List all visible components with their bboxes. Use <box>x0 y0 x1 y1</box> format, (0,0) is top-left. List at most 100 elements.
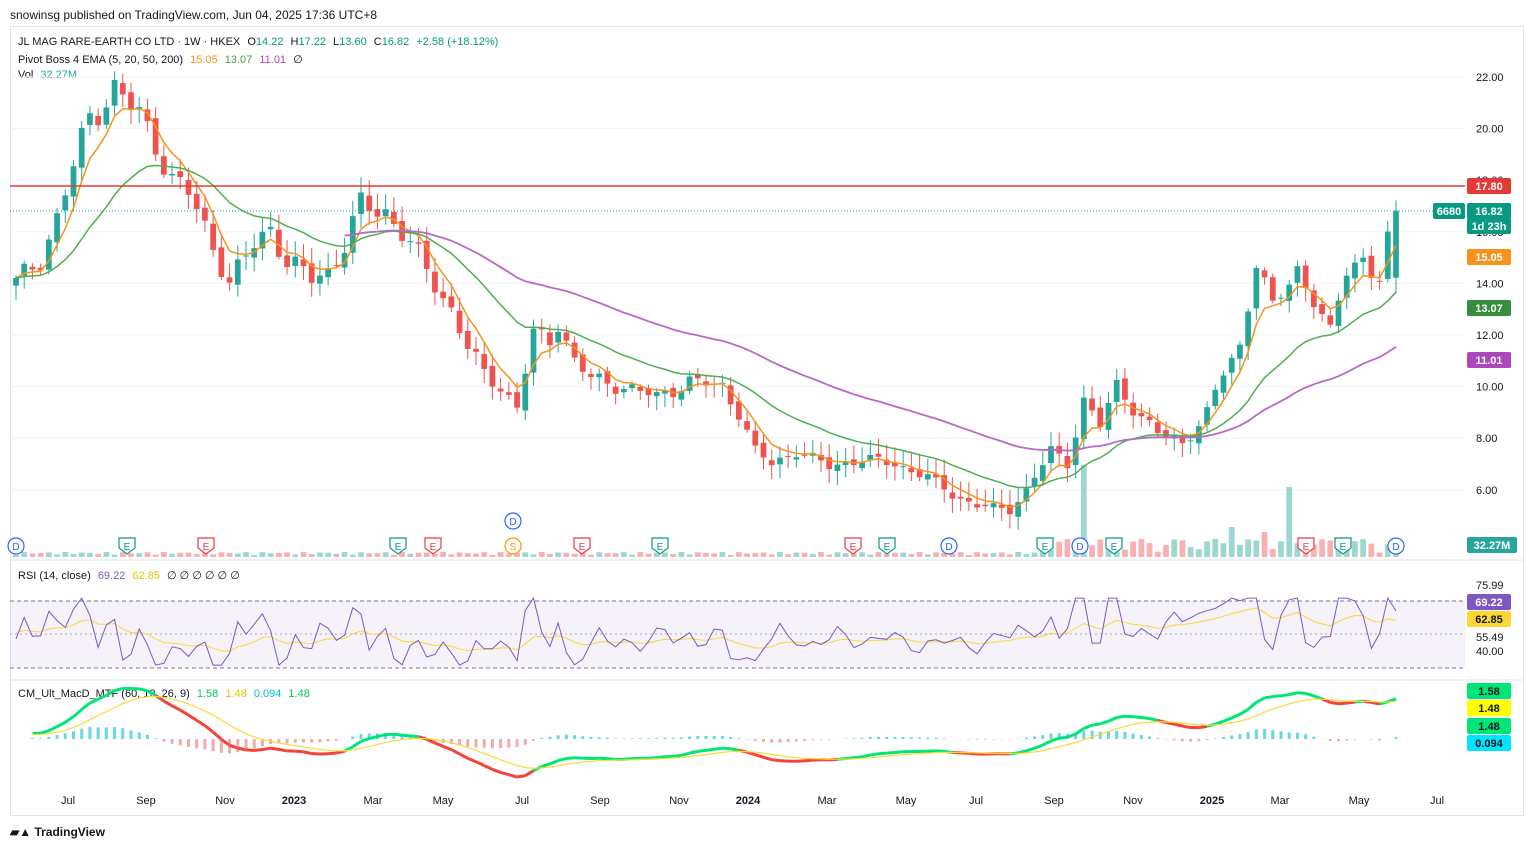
volume-badge[interactable]: 6680 <box>1433 203 1465 219</box>
volume-bar <box>399 552 405 557</box>
resistance-tag[interactable]: 17.80 <box>1467 178 1511 194</box>
candle <box>1220 375 1227 393</box>
candle <box>818 454 824 461</box>
event-marker-e[interactable]: E <box>1105 537 1123 555</box>
macd-hist-bar <box>466 739 470 747</box>
candle <box>990 503 997 508</box>
macd-hist-bar <box>499 739 503 749</box>
event-marker-e[interactable]: E <box>1297 537 1315 555</box>
close-price-tag[interactable]: 16.82 <box>1467 203 1511 219</box>
volume-bar <box>390 554 397 557</box>
volume-tag-bg <box>1467 537 1517 553</box>
event-marker-e[interactable]: E <box>118 537 136 555</box>
macd-hist-bar <box>737 738 741 739</box>
event-marker-e[interactable]: E <box>424 537 442 555</box>
countdown-tag[interactable]: 1d 23h <box>1467 218 1511 234</box>
macd-segment <box>426 737 436 745</box>
time-tick: Mar <box>818 795 837 807</box>
candle <box>1376 280 1383 282</box>
ema5-line <box>15 107 1397 508</box>
macd-segment <box>1091 722 1101 727</box>
macd-hist-bar <box>901 736 905 739</box>
macd-hist-bar <box>704 736 708 739</box>
macd-tag-2[interactable]: 1.48 <box>1467 718 1511 734</box>
volume-tag[interactable]: 32.27M <box>1467 537 1517 553</box>
volume-bar <box>826 554 833 557</box>
macd-hist-bar <box>655 738 659 739</box>
candle <box>982 504 989 507</box>
macd-segment <box>146 689 157 697</box>
rsi-tick: 40.00 <box>1476 646 1504 658</box>
macd-segment <box>303 750 313 755</box>
ohlc-low: 13.60 <box>339 36 367 48</box>
price-tick: 8.00 <box>1476 433 1497 445</box>
volume-bar <box>744 553 750 557</box>
macd-hist-bar <box>663 737 667 739</box>
volume-bar <box>867 554 874 557</box>
volume-bar <box>1368 543 1375 557</box>
time-tick: May <box>433 795 454 807</box>
volume-bar <box>87 552 93 557</box>
event-marker-s[interactable]: S <box>504 537 522 555</box>
macd-segment <box>771 758 781 763</box>
macd-segment <box>968 751 978 756</box>
macd-hist-bar <box>1369 739 1373 740</box>
volume-bar <box>514 552 520 557</box>
event-marker-d[interactable]: D <box>940 537 958 555</box>
volume-bar <box>70 554 77 557</box>
time-axis: Jul Sep Nov 2023 Mar May Jul Sep Nov 2024 Mar May Ju… <box>61 795 1444 807</box>
macd-hist-bar <box>244 739 248 751</box>
vol-legend[interactable]: Vol 32.27M <box>18 69 81 81</box>
rsi-legend[interactable]: RSI (14, close) 69.22 62.85 ∅ ∅ ∅ ∅ ∅ ∅ <box>18 569 244 582</box>
event-marker-d[interactable]: D <box>1071 537 1089 555</box>
price-axis: 22.0020.0018.0016.0014.0012.0010.008.006… <box>1476 72 1504 658</box>
event-marker-e[interactable]: E <box>878 537 896 555</box>
hist-tag[interactable]: 0.094 <box>1467 735 1511 751</box>
macd-value-2: 1.48 <box>288 688 310 700</box>
volume-bar <box>1007 554 1013 557</box>
volume-bar <box>37 552 44 557</box>
signal-tag[interactable]: 1.48 <box>1467 700 1511 716</box>
tradingview-brand[interactable]: ▰▲ TradingView <box>10 825 105 839</box>
event-marker-e[interactable]: E <box>1036 537 1054 555</box>
volume-bar <box>300 552 307 557</box>
time-tick: 2024 <box>736 795 761 807</box>
candle <box>571 342 578 358</box>
event-marker-d-top[interactable]: D <box>504 512 522 530</box>
volume-bar <box>259 552 266 557</box>
event-marker-e[interactable]: E <box>197 537 215 555</box>
ema5-tag[interactable]: 15.05 <box>1467 249 1511 265</box>
event-marker-e[interactable]: E <box>844 537 862 555</box>
volume-bar <box>144 552 151 557</box>
macd-tag[interactable]: 1.58 <box>1467 683 1511 699</box>
macd-segment <box>861 753 871 759</box>
candle <box>1294 266 1301 283</box>
candle <box>358 192 364 214</box>
time-tick: Mar <box>1271 795 1290 807</box>
candle <box>325 268 332 278</box>
volume-bar <box>629 554 635 557</box>
candle <box>1212 389 1219 407</box>
time-tick: May <box>896 795 917 807</box>
symbol-legend[interactable]: JL MAG RARE-EARTH CO LTD · 1W · HKEX O14… <box>18 36 499 48</box>
ema20-tag-text: 13.07 <box>1475 303 1503 315</box>
volume-bar <box>1343 548 1350 557</box>
volume-bar <box>13 555 19 557</box>
ema50-tag[interactable]: 11.01 <box>1467 352 1511 368</box>
volume-bar <box>358 552 364 557</box>
rsi-ma-tag[interactable]: 62.85 <box>1467 611 1511 627</box>
event-marker-e[interactable]: E <box>651 537 669 555</box>
event-marker-e[interactable]: E <box>573 537 591 555</box>
ema20-tag[interactable]: 13.07 <box>1467 300 1511 316</box>
close-price-tag-bg <box>1467 203 1511 219</box>
candle <box>456 310 463 334</box>
event-marker-d[interactable]: D <box>1387 537 1405 555</box>
event-marker-d[interactable]: D <box>7 537 25 555</box>
event-marker-e[interactable]: E <box>1334 537 1352 555</box>
macd-segment <box>328 751 337 756</box>
ema-legend[interactable]: Pivot Boss 4 EMA (5, 20, 50, 200) 15.05 … <box>18 53 307 66</box>
rsi-tag[interactable]: 69.22 <box>1467 594 1511 610</box>
volume-bar <box>933 552 939 557</box>
event-marker-e[interactable]: E <box>389 537 407 555</box>
